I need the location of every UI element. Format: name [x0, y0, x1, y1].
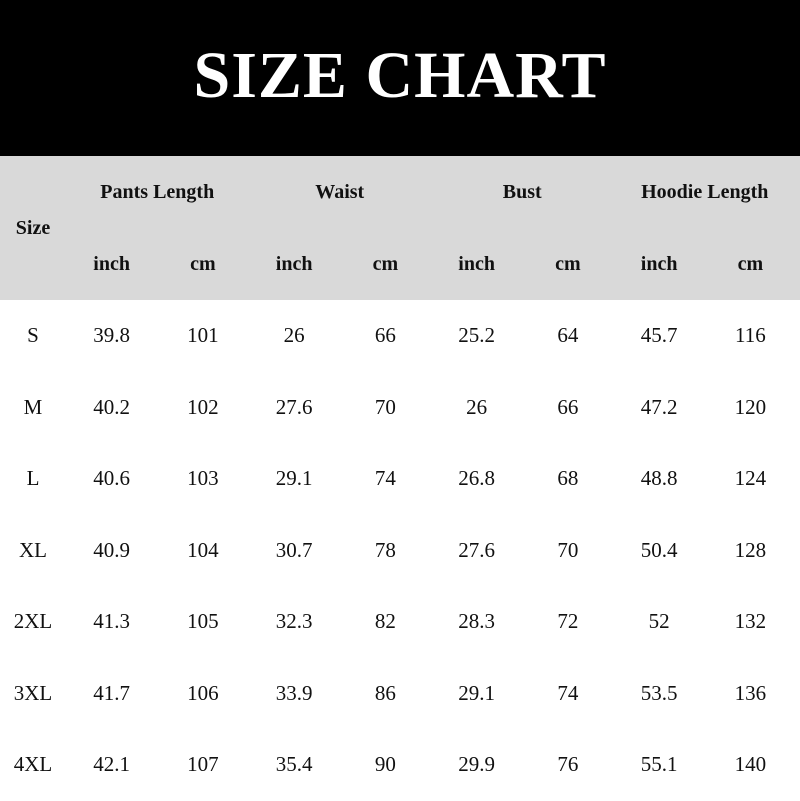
value-cell: 27.6	[275, 394, 313, 419]
size-cell: 3XL	[13, 680, 53, 705]
table-header: Size Pants Length Waist Bust Hoodie Leng…	[0, 156, 800, 300]
value-cell: 106	[187, 680, 219, 705]
value-cell: 101	[187, 323, 219, 348]
value-cell: 102	[187, 394, 219, 419]
unit-header: cm	[372, 252, 399, 275]
table-body: S 39.8 101 26 66 25.2 64 45.7 116 M 40.2 102 27.6 70 2…	[0, 300, 800, 801]
value-cell: 35.4	[275, 752, 313, 777]
value-cell: 76	[557, 752, 579, 777]
unit-header: inch	[458, 252, 495, 275]
value-cell: 136	[734, 680, 767, 705]
value-cell: 66	[374, 323, 396, 348]
value-cell: 107	[187, 752, 219, 777]
value-cell: 26.8	[458, 466, 495, 491]
page-title: SIZE CHART	[193, 39, 607, 112]
size-cell: XL	[19, 537, 47, 562]
table-row: 2XL 41.3 105 32.3 82 28.3 72 52 132	[0, 586, 800, 658]
value-cell: 140	[734, 752, 767, 777]
value-cell: 78	[374, 537, 396, 562]
unit-header: cm	[190, 252, 216, 275]
value-cell: 27.6	[458, 537, 495, 562]
unit-header: inch	[93, 252, 130, 275]
size-cell: M	[23, 394, 43, 419]
value-cell: 90	[374, 752, 396, 777]
value-cell: 105	[187, 609, 219, 634]
size-cell: 4XL	[13, 752, 53, 777]
unit-header: cm	[555, 252, 581, 275]
value-cell: 103	[187, 466, 219, 491]
value-cell: 68	[557, 466, 579, 491]
value-cell: 132	[734, 609, 767, 634]
value-cell: 48.8	[640, 466, 678, 491]
value-cell: 40.2	[93, 394, 130, 419]
group-header-pants-length: Pants Length	[100, 180, 215, 203]
group-header-waist: Waist	[315, 180, 365, 203]
value-cell: 41.3	[93, 609, 130, 634]
group-header-hoodie-length: Hoodie Length	[641, 180, 769, 203]
value-cell: 42.1	[93, 752, 130, 777]
value-cell: 26	[283, 323, 305, 348]
value-cell: 66	[557, 394, 579, 419]
value-cell: 82	[374, 609, 396, 634]
value-cell: 29.1	[458, 680, 495, 705]
value-cell: 70	[374, 394, 396, 419]
table-row: 4XL 42.1 107 35.4 90 29.9 76 55.1 140	[0, 729, 800, 801]
value-cell: 32.3	[275, 609, 313, 634]
title-banner: SIZE CHART	[0, 0, 800, 156]
value-cell: 128	[734, 537, 767, 562]
value-cell: 64	[557, 323, 579, 348]
value-cell: 29.9	[458, 752, 495, 777]
table-row: XL 40.9 104 30.7 78 27.6 70 50.4 128	[0, 515, 800, 587]
value-cell: 55.1	[640, 752, 678, 777]
value-cell: 45.7	[640, 323, 678, 348]
value-cell: 86	[374, 680, 396, 705]
unit-header: cm	[737, 252, 764, 275]
table-row: M 40.2 102 27.6 70 26 66 47.2 120	[0, 372, 800, 444]
value-cell: 74	[557, 680, 579, 705]
table-row: S 39.8 101 26 66 25.2 64 45.7 116	[0, 300, 800, 372]
value-cell: 25.2	[458, 323, 495, 348]
value-cell: 28.3	[458, 609, 495, 634]
unit-header: inch	[275, 252, 313, 275]
size-column-header: Size	[15, 216, 51, 239]
group-header-bust: Bust	[502, 180, 542, 203]
value-cell: 124	[734, 466, 767, 491]
value-cell: 120	[734, 394, 767, 419]
value-cell: 40.6	[93, 466, 130, 491]
value-cell: 26	[466, 394, 488, 419]
table-row: L 40.6 103 29.1 74 26.8 68 48.8 124	[0, 443, 800, 515]
value-cell: 116	[735, 323, 766, 348]
table-row: 3XL 41.7 106 33.9 86 29.1 74 53.5 136	[0, 658, 800, 730]
value-cell: 39.8	[93, 323, 130, 348]
value-cell: 47.2	[640, 394, 678, 419]
size-cell: 2XL	[13, 609, 53, 634]
value-cell: 30.7	[275, 537, 313, 562]
value-cell: 104	[187, 537, 219, 562]
size-cell: S	[27, 323, 39, 348]
size-cell: L	[26, 466, 40, 491]
value-cell: 72	[557, 609, 579, 634]
value-cell: 50.4	[640, 537, 678, 562]
value-cell: 52	[648, 609, 670, 634]
value-cell: 41.7	[93, 680, 130, 705]
value-cell: 74	[374, 466, 396, 491]
value-cell: 40.9	[93, 537, 130, 562]
value-cell: 70	[557, 537, 579, 562]
value-cell: 53.5	[640, 680, 678, 705]
unit-header: inch	[640, 252, 678, 275]
value-cell: 29.1	[275, 466, 313, 491]
value-cell: 33.9	[275, 680, 313, 705]
